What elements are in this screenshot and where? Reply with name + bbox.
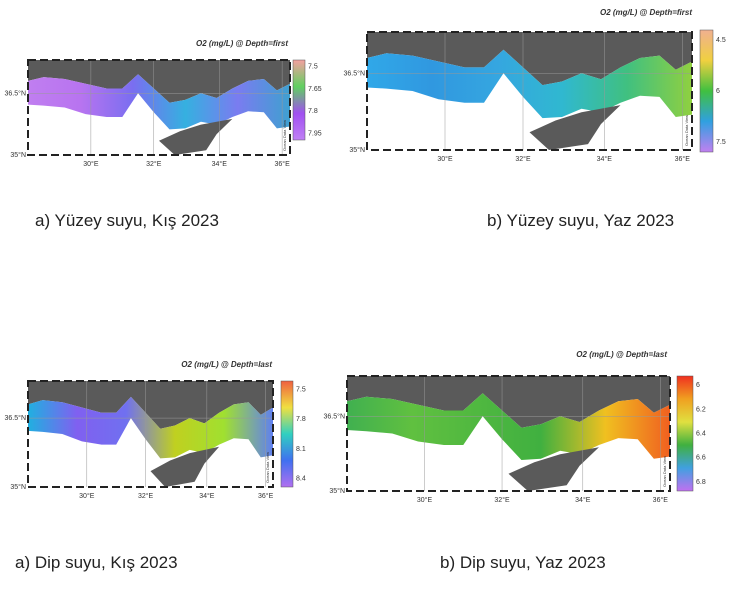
colorbar <box>676 375 694 492</box>
lon-label: 36°E <box>275 160 291 168</box>
credit: Ocean Data View <box>265 452 270 483</box>
map-panel: O2 (mg/L) @ Depth=last 36.5°N 35°N 30°E 32°E… <box>5 360 306 572</box>
lat-label: 35°N <box>10 483 26 491</box>
colorbar-tick-label: 6.4 <box>696 431 706 438</box>
colorbar-tick-label: 7.5 <box>296 386 306 393</box>
lon-label: 30°E <box>437 155 453 163</box>
map-title: O2 (mg/L) @ Depth=first <box>196 39 288 48</box>
lat-label: 36.5°N <box>5 89 26 97</box>
lat-label: 35°N <box>349 146 365 154</box>
lon-label: 36°E <box>258 492 274 500</box>
colorbar-tick-label: 6.6 <box>696 455 706 462</box>
lon-label: 34°E <box>199 492 215 500</box>
lat-label: 36.5°N <box>5 414 26 422</box>
colorbar-tick-label: 8.1 <box>296 446 306 453</box>
map-frame <box>366 31 693 151</box>
sea-field <box>28 74 290 130</box>
lon-label: 34°E <box>597 155 613 163</box>
lon-label: 32°E <box>146 160 162 168</box>
colorbar-tick-label: 6 <box>696 382 700 389</box>
colorbar <box>280 380 294 488</box>
sea-field <box>347 393 670 460</box>
caption: a) Dip suyu, Kış 2023 <box>15 553 178 572</box>
colorbar-tick-label: 7.8 <box>308 108 318 115</box>
map-panel: O2 (mg/L) @ Depth=first 36.5°N 35°N 30°E 32°… <box>344 8 726 230</box>
cyprus <box>529 105 621 150</box>
lon-label: 32°E <box>494 496 510 504</box>
colorbar <box>699 29 714 153</box>
map-title: O2 (mg/L) @ Depth=last <box>576 350 667 359</box>
credit: Ocean Data View <box>662 456 667 487</box>
map-panel: O2 (mg/L) @ Depth=first 36.5°N 35°N 30°E 32°… <box>5 39 322 230</box>
map-frame <box>27 380 274 488</box>
land <box>367 32 692 86</box>
lon-label: 36°E <box>675 155 691 163</box>
map-title: O2 (mg/L) @ Depth=last <box>181 360 272 369</box>
land <box>28 60 290 103</box>
caption: b) Yüzey suyu, Yaz 2023 <box>487 211 674 230</box>
colorbar-tick-label: 6.2 <box>696 406 706 413</box>
lon-label: 34°E <box>575 496 591 504</box>
colorbar-tick-label: 7.5 <box>308 63 318 70</box>
caption: a) Yüzey suyu, Kış 2023 <box>35 211 219 230</box>
lat-label: 36.5°N <box>344 69 365 77</box>
sea-field <box>28 396 273 459</box>
land <box>28 381 273 429</box>
lat-label: 35°N <box>10 151 26 159</box>
lon-label: 30°E <box>417 496 433 504</box>
lat-label: 36.5°N <box>324 412 345 420</box>
cyprus <box>150 446 220 487</box>
colorbar-tick-label: 4.5 <box>716 37 726 44</box>
colorbar-tick-label: 7.65 <box>308 86 322 93</box>
colorbar-tick-label: 6 <box>716 88 720 95</box>
cyprus <box>159 118 233 155</box>
credit: Ocean Data View <box>684 115 689 146</box>
lon-label: 30°E <box>79 492 95 500</box>
map-title: O2 (mg/L) @ Depth=first <box>600 8 692 17</box>
lon-label: 36°E <box>653 496 669 504</box>
caption: b) Dip suyu, Yaz 2023 <box>440 553 606 572</box>
cyprus <box>508 447 599 491</box>
lon-label: 34°E <box>212 160 228 168</box>
lat-label: 35°N <box>329 487 345 495</box>
colorbar-tick-label: 8.4 <box>296 476 306 483</box>
map-panel: O2 (mg/L) @ Depth=last 36.5°N 35°N 30°E 32°E… <box>324 350 706 572</box>
colorbar-tick-label: 6.8 <box>696 479 706 486</box>
colorbar-tick-label: 7.5 <box>716 139 726 146</box>
land <box>347 376 670 428</box>
map-frame <box>346 375 671 492</box>
lon-label: 32°E <box>515 155 531 163</box>
colorbar-tick-label: 7.95 <box>308 131 322 138</box>
map-frame <box>27 59 291 156</box>
colorbar-tick-label: 7.8 <box>296 416 306 423</box>
lon-label: 32°E <box>138 492 154 500</box>
credit: Ocean Data View <box>282 120 287 151</box>
sea-field <box>367 49 692 119</box>
lon-label: 30°E <box>83 160 99 168</box>
colorbar <box>292 59 306 141</box>
